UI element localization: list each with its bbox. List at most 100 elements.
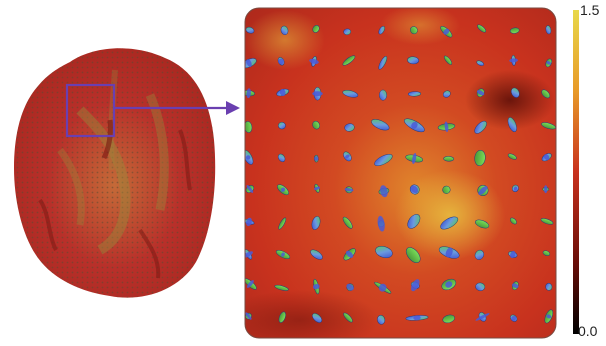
glyph [374, 154, 393, 166]
glyph [409, 184, 420, 195]
glyph [545, 25, 552, 35]
colorbar-min-label: 0.0 [578, 323, 598, 339]
roi-box [65, 83, 116, 138]
glyph [378, 56, 388, 70]
glyph [509, 27, 520, 34]
glyph [510, 87, 520, 98]
glyph [407, 56, 420, 65]
glyph [312, 25, 320, 33]
glyph [507, 153, 517, 160]
glyph [343, 28, 352, 35]
zoom-panel [244, 7, 557, 339]
glyph [245, 312, 252, 320]
zoom-arrow [114, 101, 240, 115]
glyph [275, 249, 291, 260]
glyph [310, 249, 323, 260]
glyph [312, 313, 323, 323]
colorbar [573, 10, 579, 334]
glyph [508, 250, 518, 259]
glyph [545, 283, 553, 291]
glyph [245, 217, 255, 227]
glyph [346, 283, 354, 291]
glyph [342, 89, 359, 98]
glyph [314, 154, 319, 163]
glyph [476, 88, 485, 97]
glyph [245, 121, 253, 133]
glyph [277, 153, 286, 163]
glyph [404, 118, 425, 133]
glyph [274, 284, 289, 291]
glyph [371, 119, 390, 131]
glyph [511, 281, 519, 291]
glyph [374, 281, 392, 294]
glyph [510, 314, 518, 322]
glyph [474, 120, 487, 134]
glyph [245, 185, 255, 193]
glyph [405, 315, 429, 321]
glyph [509, 217, 517, 225]
glyph [441, 278, 457, 291]
glyph [475, 219, 490, 229]
glyph [442, 314, 455, 324]
glyph [312, 86, 323, 101]
glyph [276, 88, 290, 97]
glyph [278, 121, 286, 130]
glyph [343, 312, 353, 323]
glyph [542, 250, 551, 256]
glyph [245, 278, 257, 290]
glyph [245, 88, 255, 99]
glyph [511, 184, 519, 193]
glyph [476, 60, 484, 66]
glyph [280, 25, 289, 35]
glyph [343, 248, 356, 261]
glyph [311, 216, 321, 230]
glyph [312, 120, 320, 130]
glyph [437, 121, 456, 133]
glyph [342, 216, 353, 229]
glyph [442, 185, 451, 194]
glyph [477, 184, 489, 197]
glyph [314, 183, 320, 193]
glyph [440, 25, 453, 38]
glyph [545, 58, 552, 68]
brain-slice [14, 48, 216, 298]
glyph [344, 186, 354, 194]
glyph [379, 89, 387, 101]
glyph [245, 249, 253, 260]
glyph [344, 123, 355, 132]
glyph [378, 25, 385, 35]
glyph [277, 184, 289, 196]
glyph [377, 314, 386, 325]
glyph [277, 57, 285, 66]
glyph [438, 246, 460, 259]
glyph [509, 55, 518, 66]
colorbar-max-label: 1.5 [580, 2, 600, 18]
glyph [342, 55, 356, 66]
glyph [542, 185, 550, 194]
glyph [312, 278, 320, 295]
glyph [474, 149, 486, 167]
glyph [474, 249, 485, 260]
glyph [378, 185, 390, 198]
glyph [309, 56, 319, 67]
glyph [541, 153, 552, 162]
glyph [407, 91, 422, 97]
glyph [507, 117, 517, 133]
glyph [443, 55, 453, 65]
glyph [278, 311, 286, 323]
glyph [375, 245, 393, 259]
glyph [245, 26, 255, 34]
glyph [440, 216, 459, 230]
glyph [411, 279, 420, 292]
glyph [442, 90, 451, 98]
glyph [410, 26, 418, 35]
glyph [477, 24, 487, 33]
glyph [343, 151, 352, 162]
glyph [405, 247, 421, 264]
glyph [443, 156, 455, 162]
fiber-glyphs [245, 24, 556, 325]
glyph [475, 312, 490, 322]
glyph [475, 282, 486, 291]
